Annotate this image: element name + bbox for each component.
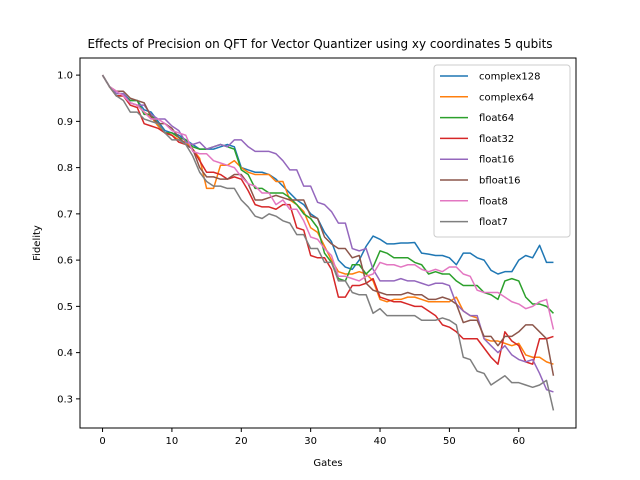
- chart-title: Effects of Precision on QFT for Vector Q…: [87, 37, 552, 51]
- legend: complex128 complex64 float64 float32 float16…: [433, 64, 571, 238]
- legend-label-float8: float8: [479, 196, 508, 207]
- series-line-float8: [101, 74, 555, 330]
- legend-label-float32: float32: [479, 134, 514, 145]
- y-tick-label: 0.5: [57, 302, 73, 313]
- legend-label-float7: float7: [479, 217, 508, 228]
- axis-ticks: 0 10 20 30 40 50 60 0.3 0.4 0.5 0.6 0.7 0.8 0.9 1.0: [57, 71, 525, 447]
- x-tick-label: 30: [304, 436, 317, 447]
- series-line-float32: [101, 74, 554, 365]
- legend-label-complex64: complex64: [479, 92, 534, 103]
- y-axis-title: Fidelity: [32, 225, 43, 261]
- legend-label-float64: float64: [479, 113, 514, 124]
- y-tick-label: 0.7: [57, 209, 73, 220]
- y-tick-label: 0.4: [57, 348, 73, 359]
- y-tick-label: 0.8: [57, 163, 73, 174]
- x-tick-label: 60: [512, 436, 525, 447]
- series-line-float7: [101, 74, 555, 411]
- x-tick-label: 10: [166, 436, 179, 447]
- series-line-float16: [101, 74, 554, 393]
- x-tick-label: 40: [374, 436, 387, 447]
- x-tick-label: 50: [443, 436, 456, 447]
- series-line-bfloat16: [101, 74, 555, 376]
- legend-label-complex128: complex128: [479, 72, 540, 83]
- x-tick-label: 20: [235, 436, 248, 447]
- legend-box: [433, 64, 571, 238]
- legend-label-float16: float16: [479, 155, 514, 166]
- series-lines: [101, 74, 555, 411]
- legend-label-bfloat16: bfloat16: [479, 176, 521, 187]
- y-tick-label: 0.6: [57, 256, 73, 267]
- x-axis-title: Gates: [313, 458, 342, 469]
- y-tick-label: 1.0: [57, 71, 73, 82]
- plot-frame: [79, 57, 577, 429]
- y-tick-label: 0.3: [57, 394, 73, 405]
- y-tick-label: 0.9: [57, 117, 73, 128]
- x-tick-label: 0: [99, 436, 105, 447]
